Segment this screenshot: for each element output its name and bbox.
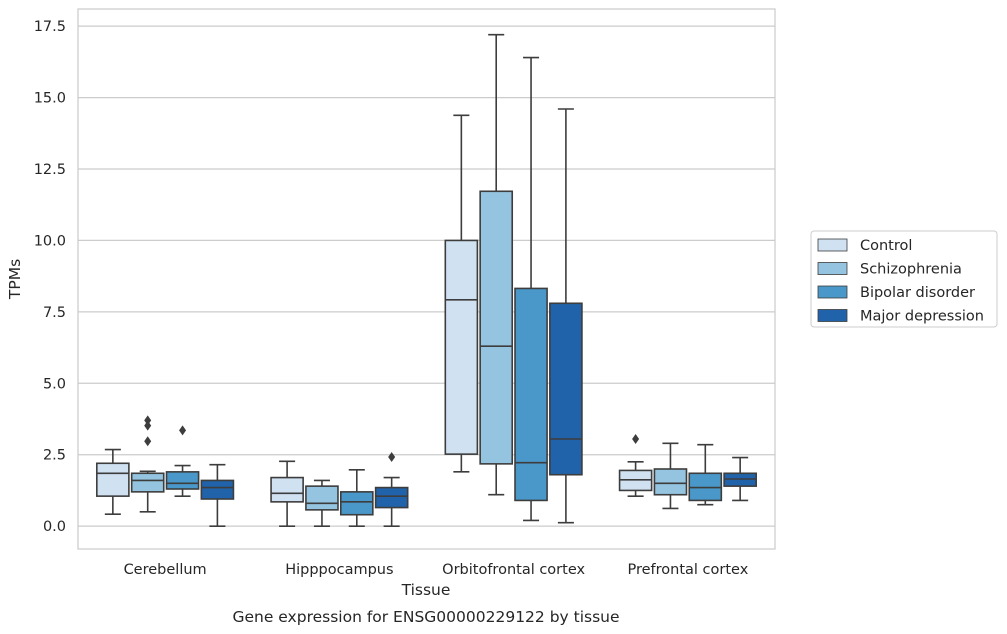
box-bipolar-disorder xyxy=(165,425,200,497)
iqr-box xyxy=(270,476,304,503)
outlier-marker xyxy=(144,420,152,431)
iqr-box xyxy=(200,479,235,500)
y-tick-label: 10.0 xyxy=(34,233,66,249)
plot-frame xyxy=(77,8,776,550)
legend-swatch xyxy=(817,238,848,252)
box-major-depression xyxy=(200,463,235,527)
box-control xyxy=(618,434,653,497)
box-schizophrenia xyxy=(130,415,165,513)
iqr-box xyxy=(130,472,165,493)
box-schizophrenia xyxy=(479,33,514,496)
box-control xyxy=(270,460,304,527)
iqr-box xyxy=(165,471,200,490)
y-tick-label: 12.5 xyxy=(34,162,66,178)
box-bipolar-disorder xyxy=(514,56,548,522)
box-bipolar-disorder xyxy=(339,469,374,527)
legend-label: Major depression xyxy=(860,309,984,325)
outlier-marker xyxy=(144,436,152,447)
iqr-box xyxy=(514,287,548,502)
iqr-box xyxy=(479,190,514,465)
iqr-box xyxy=(305,485,339,511)
y-tick-label: 5.0 xyxy=(43,376,66,392)
x-axis-title: Tissue xyxy=(401,581,451,599)
y-gridlines xyxy=(78,25,775,527)
iqr-box xyxy=(549,302,583,476)
figure-caption: Gene expression for ENSG00000229122 by t… xyxy=(232,608,619,626)
outlier-marker xyxy=(388,452,396,462)
y-tick-label: 17.5 xyxy=(34,19,66,35)
y-tick-label: 15.0 xyxy=(34,91,66,107)
box-control xyxy=(96,448,130,515)
iqr-box xyxy=(374,486,409,509)
box-major-depression xyxy=(549,108,583,524)
y-tick-labels: 0.0 2.5 5.0 7.5 10.0 12.5 15.0 17.5 xyxy=(34,19,66,535)
outlier-marker xyxy=(179,425,187,436)
legend-label: Bipolar disorder xyxy=(860,285,975,301)
iqr-box xyxy=(444,239,479,455)
legend-frame xyxy=(810,230,998,328)
box-schizophrenia xyxy=(305,479,339,527)
x-tick-label: Cerebellum xyxy=(124,562,207,578)
y-axis-title: TPMs xyxy=(6,259,24,300)
legend-swatch xyxy=(817,285,848,299)
legend-label: Schizophrenia xyxy=(860,262,962,278)
legend-swatch xyxy=(817,262,848,275)
box-major-depression xyxy=(374,452,409,527)
y-tick-label: 2.5 xyxy=(43,448,66,464)
legend-label: Control xyxy=(860,238,912,254)
box-bipolar-disorder xyxy=(688,443,723,506)
iqr-box xyxy=(339,491,374,516)
box-major-depression xyxy=(723,456,757,502)
legend-swatch xyxy=(817,309,848,322)
y-tick-label: 7.5 xyxy=(43,305,66,321)
iqr-box xyxy=(96,462,130,497)
iqr-box xyxy=(653,468,688,496)
outlier-marker xyxy=(632,434,640,444)
y-tick-label: 0.0 xyxy=(43,519,66,535)
box-control xyxy=(444,114,479,473)
box-plot-area xyxy=(96,33,757,527)
box-schizophrenia xyxy=(653,442,688,510)
x-tick-label: Hipppocampus xyxy=(285,562,393,578)
outlier-marker xyxy=(144,415,152,426)
x-tick-label: Orbitofrontal cortex xyxy=(442,562,585,578)
legend: Control Schizophrenia Bipolar disorder Majo… xyxy=(810,230,998,328)
x-tick-labels: Cerebellum Hipppocampus Orbitofrontal cort… xyxy=(124,562,749,578)
x-tick-label: Prefrontal cortex xyxy=(627,562,748,578)
